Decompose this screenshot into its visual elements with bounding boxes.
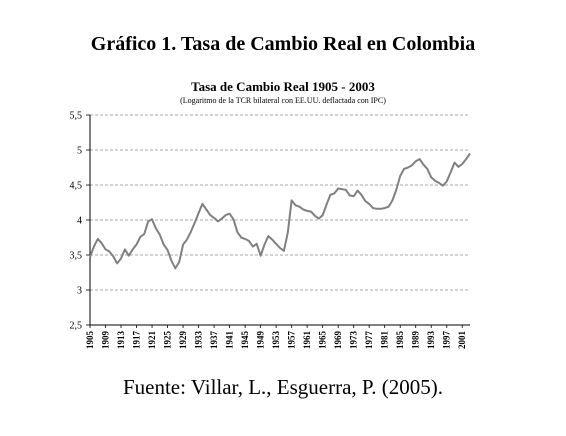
y-tick-label: 2,5 <box>70 321 83 332</box>
x-tick-label: 1969 <box>333 331 343 350</box>
x-tick-label: 1945 <box>240 331 250 350</box>
y-tick-label: 5,5 <box>70 111 83 122</box>
y-tick-label: 4,5 <box>70 181 83 192</box>
x-tick-label: 1973 <box>349 331 359 350</box>
x-tick-label: 1957 <box>287 331 297 350</box>
y-tick-label: 3,5 <box>70 251 83 262</box>
x-tick-label: 1993 <box>426 331 436 350</box>
x-tick-label: 1909 <box>101 331 111 350</box>
x-tick-label: 1937 <box>209 331 219 350</box>
x-tick-label: 1913 <box>116 331 126 350</box>
y-tick-label: 3 <box>77 286 82 297</box>
x-tick-label: 1925 <box>163 331 173 350</box>
y-tick-label: 5 <box>77 146 82 157</box>
x-tick-label: 1917 <box>132 331 142 350</box>
x-tick-label: 1933 <box>194 331 204 350</box>
x-tick-label: 2001 <box>457 331 467 350</box>
x-tick-label: 1949 <box>256 331 266 350</box>
source-note: Fuente: Villar, L., Esguerra, P. (2005). <box>122 375 444 399</box>
y-tick-label: 4 <box>77 216 82 227</box>
x-tick-label: 1929 <box>178 331 188 350</box>
x-tick-label: 1981 <box>380 331 390 350</box>
x-tick-label: 1977 <box>364 331 374 350</box>
chart-title: Tasa de Cambio Real 1905 - 2003 <box>191 79 375 94</box>
y-axis-ticks: 2,5 3 3,5 4 4,5 5 5,5 <box>70 111 90 332</box>
x-tick-label: 1941 <box>225 331 235 350</box>
x-tick-label: 1989 <box>411 331 421 350</box>
x-axis-ticks: 1905 1909 1913 1917 1921 1925 1929 1933 1937 1941… <box>85 325 467 349</box>
x-tick-label: 1965 <box>318 331 328 350</box>
x-tick-label: 1905 <box>85 331 95 350</box>
x-tick-label: 1997 <box>442 331 452 350</box>
gridlines <box>90 114 470 291</box>
x-tick-label: 1953 <box>271 331 281 350</box>
x-tick-label: 1985 <box>395 331 405 350</box>
chart-subtitle: (Logaritmo de la TCR bilateral con EE.UU… <box>180 96 386 105</box>
x-tick-label: 1961 <box>302 331 312 350</box>
series-line <box>89 152 471 270</box>
x-tick-label: 1921 <box>147 331 157 350</box>
page-title: Gráfico 1. Tasa de Cambio Real en Colomb… <box>90 33 476 55</box>
